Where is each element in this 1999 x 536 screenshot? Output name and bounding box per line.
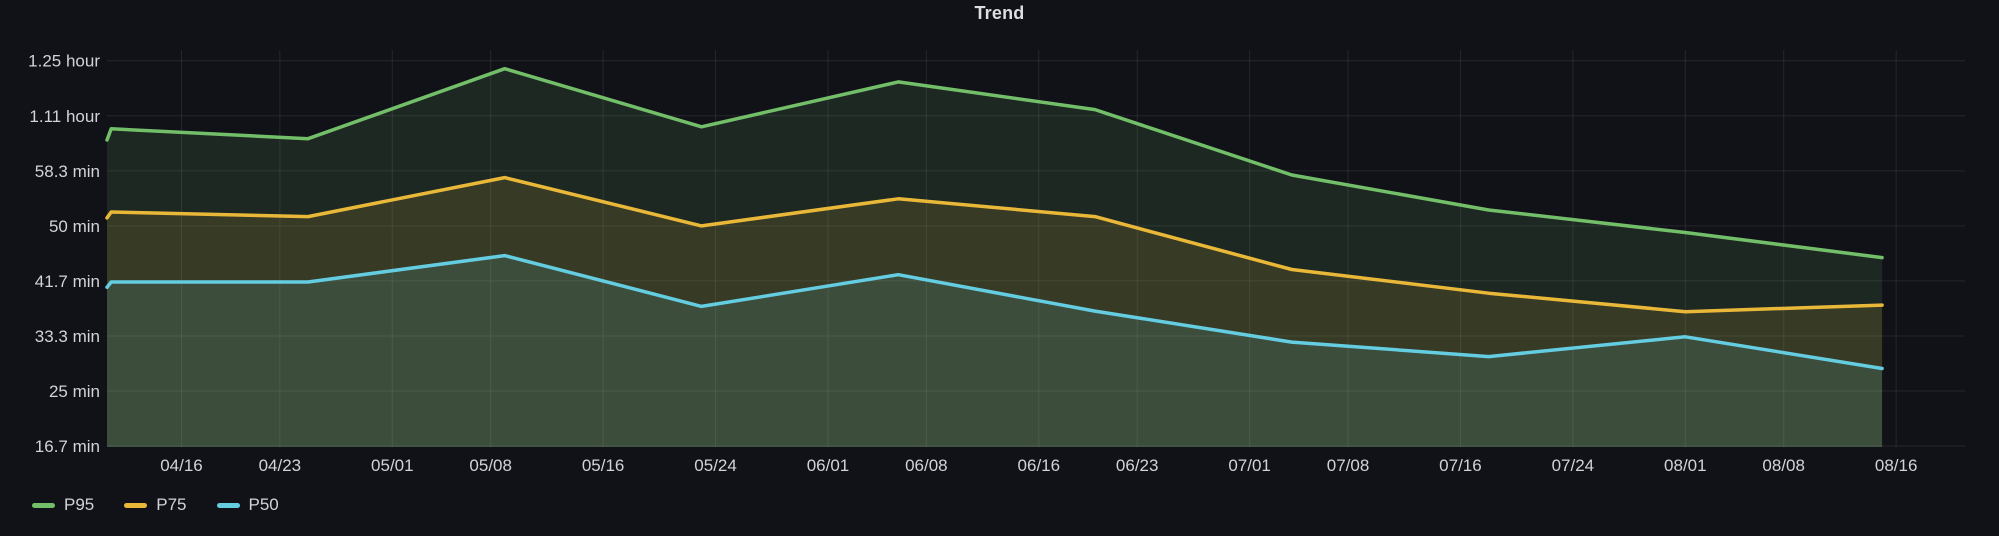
legend: P95 P75 P50 [32, 495, 279, 515]
series-line-p50[interactable] [105, 253, 1884, 371]
x-tick-label: 05/24 [694, 456, 737, 475]
y-tick-label: 1.25 hour [28, 52, 100, 71]
legend-label: P50 [248, 495, 279, 514]
x-tick-label: 05/08 [469, 456, 512, 475]
panel-title[interactable]: Trend [974, 3, 1025, 23]
series-line-p75[interactable] [105, 175, 1884, 314]
x-tick-label: 07/24 [1552, 456, 1595, 475]
legend-label: P75 [156, 495, 187, 514]
legend-swatch-icon [32, 502, 55, 508]
legend-item-p95[interactable]: P95 [32, 495, 94, 515]
y-tick-label: 58.3 min [35, 162, 100, 181]
x-tick-label: 07/16 [1439, 456, 1482, 475]
x-tick-label: 05/01 [371, 456, 414, 475]
y-tick-label: 16.7 min [35, 437, 100, 456]
y-tick-label: 1.11 hour [29, 107, 100, 126]
y-tick-label: 25 min [49, 382, 100, 401]
x-tick-label: 07/01 [1228, 456, 1271, 475]
x-tick-label: 06/08 [905, 456, 948, 475]
y-tick-label: 41.7 min [35, 272, 100, 291]
x-tick-label: 07/08 [1327, 456, 1370, 475]
x-tick-label: 08/01 [1664, 456, 1707, 475]
series-area-p75 [107, 177, 1883, 447]
y-tick-label: 50 min [49, 217, 100, 236]
legend-label: P95 [64, 495, 95, 514]
x-tick-label: 06/01 [807, 456, 850, 475]
legend-item-p50[interactable]: P50 [216, 495, 279, 515]
legend-item-p75[interactable]: P75 [124, 495, 187, 515]
x-tick-label: 06/16 [1018, 456, 1061, 475]
x-tick-label: 08/16 [1875, 456, 1918, 475]
series-line-p95[interactable] [105, 66, 1884, 260]
x-tick-label: 04/23 [259, 456, 302, 475]
x-tick-label: 04/16 [160, 456, 203, 475]
legend-swatch-icon [124, 502, 148, 508]
y-tick-label: 33.3 min [35, 327, 100, 346]
x-tick-label: 06/23 [1116, 456, 1159, 475]
x-tick-label: 08/08 [1762, 456, 1805, 475]
series-area-p50 [107, 255, 1883, 447]
x-tick-label: 05/16 [582, 456, 625, 475]
legend-swatch-icon [216, 502, 240, 508]
